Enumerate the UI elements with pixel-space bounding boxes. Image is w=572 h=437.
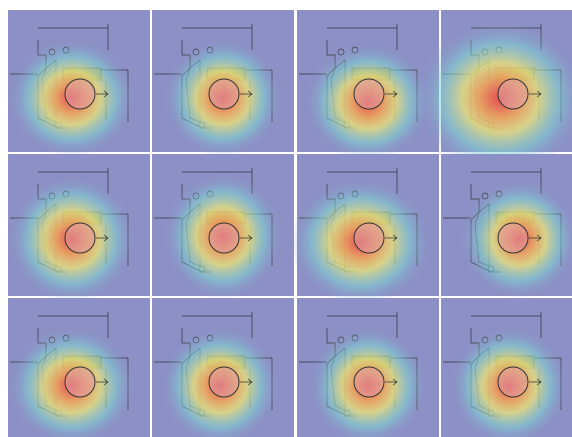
arrow [385, 234, 398, 242]
heatmap-tile [415, 10, 572, 177]
heatmap-tile [441, 154, 572, 299]
o-ring [64, 222, 96, 254]
heatmap-tile [152, 298, 294, 437]
o-ring [208, 222, 240, 254]
o-ring [64, 366, 96, 398]
heatmap-tile [8, 10, 150, 158]
arrow [240, 378, 253, 386]
arrow [96, 378, 109, 386]
heatmap-tile [152, 10, 294, 158]
o-ring [208, 78, 240, 110]
heatmap-tile [297, 10, 439, 162]
o-ring [353, 366, 385, 398]
arrow [240, 234, 253, 242]
arrow [385, 90, 398, 98]
o-ring [208, 366, 240, 398]
heatmap-tile [152, 154, 294, 301]
heatmap-tile [8, 154, 150, 304]
o-ring [497, 78, 529, 110]
o-ring [353, 78, 385, 110]
o-ring [497, 222, 529, 254]
heatmap-tile [297, 298, 439, 437]
heat-overlay [415, 19, 572, 177]
heatmap-tile [441, 298, 572, 437]
arrow [529, 378, 542, 386]
arrow [96, 90, 109, 98]
arrow [240, 90, 253, 98]
arrow [385, 378, 398, 386]
heatmap-tile [8, 298, 150, 437]
o-ring [497, 366, 529, 398]
arrow [529, 234, 542, 242]
o-ring [64, 78, 96, 110]
arrow [96, 234, 109, 242]
heatmap-tile [289, 154, 439, 306]
arrow [529, 90, 542, 98]
o-ring [353, 222, 385, 254]
